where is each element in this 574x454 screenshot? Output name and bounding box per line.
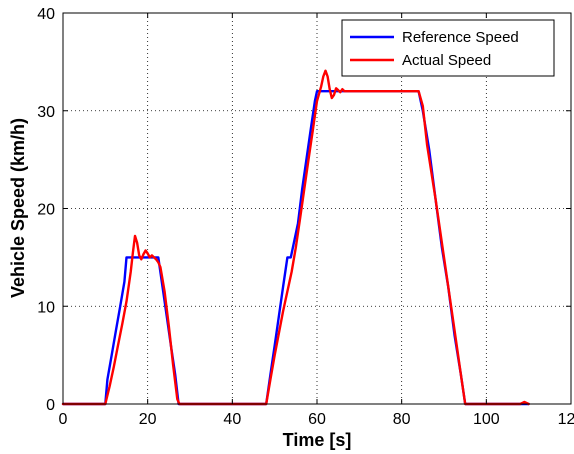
y-tick-label: 10 — [37, 299, 55, 316]
x-tick-label: 80 — [393, 411, 411, 428]
x-axis-label: Time [s] — [283, 430, 352, 450]
x-tick-label: 40 — [223, 411, 241, 428]
grid-lines — [63, 13, 571, 404]
x-tick-label: 100 — [473, 411, 500, 428]
x-tick-label: 120 — [558, 411, 574, 428]
series-line-actual-speed — [61, 69, 530, 406]
x-tick-label: 60 — [308, 411, 326, 428]
y-tick-label: 20 — [37, 202, 55, 219]
axis-ticks: 0 20 40 60 80 100 120 0 10 20 30 40 — [37, 6, 574, 428]
series-layer — [61, 69, 530, 406]
y-tick-label: 30 — [37, 104, 55, 121]
y-tick-label: 0 — [46, 397, 55, 414]
y-tick-label: 40 — [37, 6, 55, 23]
x-tick-label: 20 — [139, 411, 157, 428]
legend-label: Actual Speed — [402, 52, 491, 69]
legend-box — [341, 19, 555, 77]
legend-label: Reference Speed — [402, 29, 519, 46]
x-tick-label: 0 — [59, 411, 68, 428]
y-axis-label: Vehicle Speed (km/h) — [8, 118, 28, 298]
legend: Reference Speed Actual Speed — [341, 19, 555, 77]
